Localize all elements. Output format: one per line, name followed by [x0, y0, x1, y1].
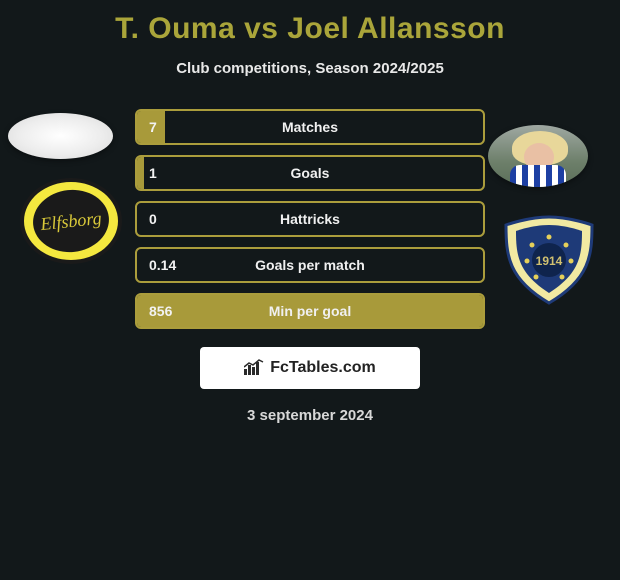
- player1-avatar: [8, 113, 113, 159]
- stats-table: 7 Matches 1 Goals 0 Hattricks 0.14 Goals…: [135, 109, 485, 329]
- player2-crest-year-text: 1914: [536, 254, 563, 268]
- player2-avatar: [488, 125, 588, 187]
- stat-label: Matches: [137, 119, 483, 135]
- stat-row-min-per-goal: 856 Min per goal: [135, 293, 485, 329]
- player1-club-crest: Elfsborg: [20, 178, 122, 264]
- chart-icon: [244, 359, 264, 377]
- subtitle: Club competitions, Season 2024/2025: [0, 60, 620, 77]
- brand-text: FcTables.com: [270, 359, 376, 377]
- footer-date: 3 september 2024: [0, 407, 620, 424]
- stat-label: Goals: [137, 165, 483, 181]
- stat-row-hattricks: 0 Hattricks: [135, 201, 485, 237]
- player2-club-crest: 1914: [498, 215, 600, 305]
- stat-label: Hattricks: [137, 211, 483, 227]
- page-title: T. Ouma vs Joel Allansson: [0, 0, 620, 46]
- player1-club-crest-text: Elfsborg: [30, 186, 112, 256]
- stat-row-matches: 7 Matches: [135, 109, 485, 145]
- stat-label: Goals per match: [137, 257, 483, 273]
- stat-row-goals-per-match: 0.14 Goals per match: [135, 247, 485, 283]
- stat-row-goals: 1 Goals: [135, 155, 485, 191]
- stat-label: Min per goal: [137, 303, 483, 319]
- brand-badge[interactable]: FcTables.com: [200, 347, 420, 389]
